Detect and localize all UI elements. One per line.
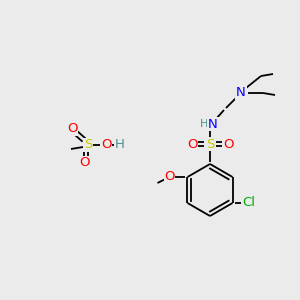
- Text: H: H: [115, 139, 125, 152]
- Text: N: N: [236, 86, 246, 100]
- Text: H: H: [200, 119, 208, 129]
- Text: O: O: [187, 137, 197, 151]
- Text: O: O: [223, 137, 233, 151]
- Text: Cl: Cl: [242, 196, 255, 209]
- Text: O: O: [67, 122, 77, 136]
- Text: O: O: [101, 139, 111, 152]
- Text: S: S: [84, 139, 92, 152]
- Text: N: N: [208, 118, 218, 130]
- Text: O: O: [80, 157, 90, 169]
- Text: O: O: [164, 170, 175, 184]
- Text: S: S: [206, 137, 214, 151]
